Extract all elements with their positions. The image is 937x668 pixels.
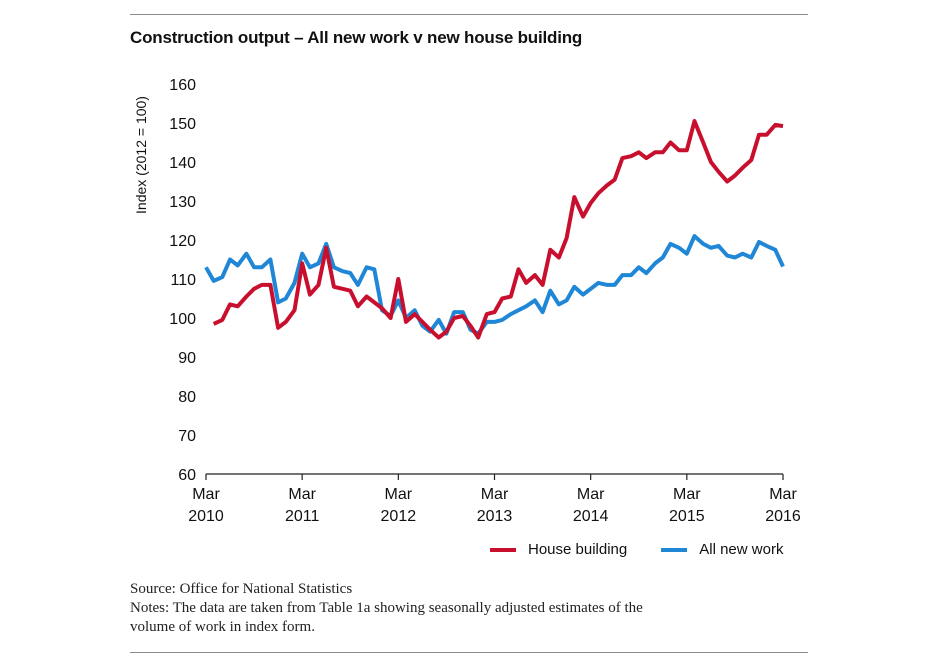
legend-item-all-new-work: All new work — [661, 541, 783, 558]
x-tick-label-year: 2015 — [669, 508, 705, 525]
chart-legend: House building All new work — [490, 541, 817, 558]
legend-label-house-building: House building — [528, 541, 628, 558]
x-tick-label-month: Mar — [481, 486, 509, 503]
y-tick-label: 150 — [169, 116, 196, 133]
y-tick-label: 70 — [178, 428, 196, 445]
series-line-house-building — [212, 119, 784, 340]
top-rule — [130, 14, 808, 15]
y-tick-label: 100 — [169, 311, 196, 328]
y-tick-label: 90 — [178, 350, 196, 367]
y-tick-label: 80 — [178, 389, 196, 406]
legend-label-all-new-work: All new work — [699, 541, 784, 558]
line-chart: 60 70 80 90 100 110 120 130 140 150 160 Mar 2010 Mar 2… — [133, 77, 801, 525]
x-tick-label-year: 2010 — [188, 508, 224, 525]
chart-series — [204, 119, 785, 340]
y-tick-label: 110 — [170, 272, 196, 289]
x-tick-label-year: 2013 — [477, 508, 513, 525]
chart-notes: Source: Office for National Statistics N… — [130, 580, 810, 637]
x-tick-label-month: Mar — [192, 486, 220, 503]
y-tick-label: 140 — [169, 155, 196, 172]
y-tick-label: 130 — [169, 194, 196, 211]
x-tick-label-year: 2014 — [573, 508, 609, 525]
x-tick-label-month: Mar — [673, 486, 701, 503]
x-tick-label-year: 2016 — [765, 508, 801, 525]
legend-swatch-all-new-work — [661, 547, 688, 552]
y-tick-label: 120 — [169, 233, 196, 250]
x-tick-label-year: 2012 — [381, 508, 417, 525]
x-tick-label-year: 2011 — [285, 508, 320, 525]
y-axis-label: Index (2012 = 100) — [133, 96, 149, 214]
series-line-all-new-work — [204, 234, 785, 336]
source-text: Source: Office for National Statistics — [130, 581, 353, 597]
x-tick-label-month: Mar — [385, 486, 413, 503]
bottom-rule — [130, 652, 808, 653]
x-tick-label-month: Mar — [577, 486, 605, 503]
legend-item-house-building: House building — [490, 541, 627, 558]
x-tick-label-month: Mar — [288, 486, 316, 503]
notes-line-1: Notes: The data are taken from Table 1a … — [130, 600, 643, 616]
legend-swatch-house-building — [490, 547, 516, 552]
chart-title: Construction output – All new work v new… — [130, 28, 583, 47]
y-tick-label: 160 — [169, 77, 196, 94]
chart-axes: 60 70 80 90 100 110 120 130 140 150 160 Mar 2010 Mar 2… — [169, 77, 801, 525]
notes-line-2: volume of work in index form. — [130, 619, 315, 635]
y-tick-label: 60 — [178, 467, 196, 484]
x-tick-label-month: Mar — [769, 486, 797, 503]
